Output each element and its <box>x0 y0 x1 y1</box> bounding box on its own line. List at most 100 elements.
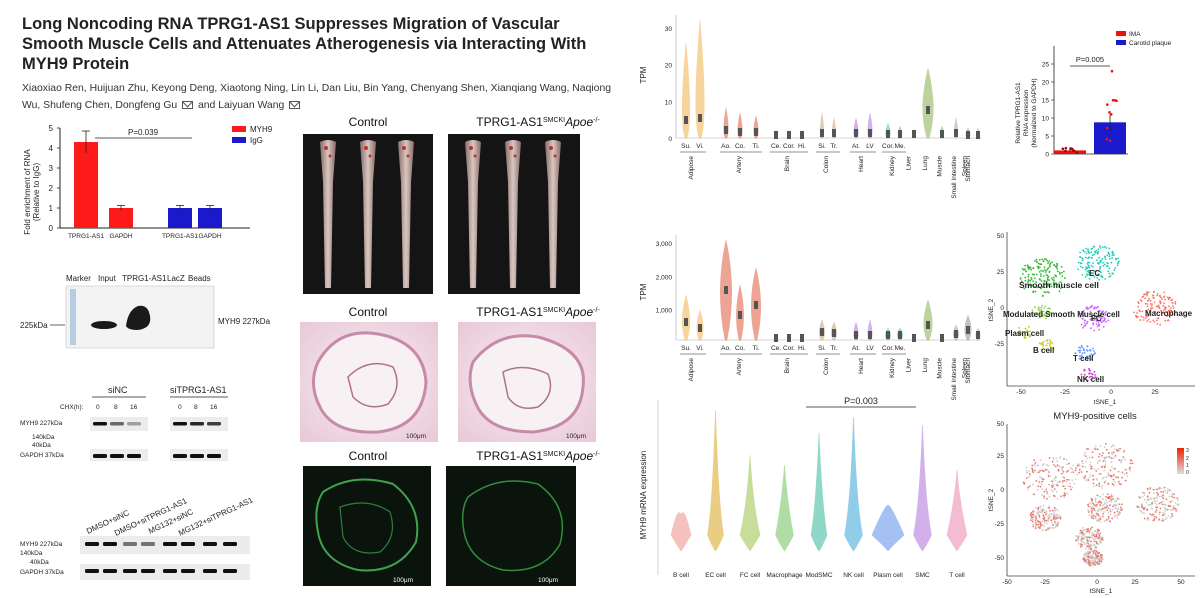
tsne2-cell-point <box>1040 511 1043 514</box>
tsne1-cell-point <box>1038 342 1041 345</box>
tsne1-cell-point <box>1098 328 1101 331</box>
tsne2-cell-point <box>1154 502 1156 505</box>
tsne2-cell-point <box>1051 486 1054 489</box>
tsne1-cell-point <box>1101 310 1103 313</box>
tsne2-cell-point <box>1086 470 1088 473</box>
email-icon[interactable] <box>289 101 301 110</box>
tsne2-cell-point <box>1064 492 1067 494</box>
tsne2-cell-point <box>1027 486 1029 489</box>
tsne2-cell-point <box>1098 540 1101 543</box>
caption-control-3: Control <box>349 449 388 463</box>
g2-box <box>898 331 902 339</box>
tsne1-cell-point <box>1087 250 1090 252</box>
tsne2-cell-point <box>1152 488 1155 491</box>
tsne1-cell-point <box>1038 286 1041 289</box>
tsne1-cell-point <box>1040 269 1043 272</box>
tsne2-cell-point <box>1091 554 1093 557</box>
tsne2-cell-point <box>1039 459 1042 461</box>
tsne1-cell-point <box>1090 264 1093 267</box>
lane-marker: Marker <box>66 274 91 283</box>
tsne1-cell-point <box>1152 319 1155 322</box>
tsne1-cell-point <box>1089 327 1092 330</box>
tsne2-cell-point <box>1043 463 1045 465</box>
tsne1-cell-point <box>1027 325 1030 328</box>
tsne2-cell-point <box>1107 474 1110 477</box>
tsne2-cell-point <box>1089 505 1092 508</box>
tsne1-cell-point <box>1104 258 1107 261</box>
email-icon[interactable] <box>182 101 194 110</box>
rip-ytick-label: 4 <box>49 144 54 153</box>
tsne1-cell-point <box>1033 286 1036 288</box>
tsne1-cell-point <box>1088 256 1091 259</box>
tsne2-cell-point <box>1100 541 1102 543</box>
tsne1-cell-point <box>1049 283 1052 285</box>
tsne2-cell-point <box>1090 559 1093 562</box>
caption-control-1: Control <box>349 115 388 129</box>
tsne1-cell-point <box>1046 278 1049 281</box>
tsne2-cell-point <box>1102 493 1105 496</box>
g1-box <box>832 129 836 137</box>
tsne2-cell-point <box>1105 456 1108 458</box>
tsne2-cell-point <box>1054 521 1057 524</box>
tsne1-cell-point <box>1059 273 1061 275</box>
g1-sub-label: Ao. <box>721 143 731 150</box>
tsne-myh9: MYH9-positive cells tSNE_2 tSNE_1 -50 -25… <box>988 411 1195 595</box>
tsne1-cell-point <box>1088 355 1091 358</box>
g2-box <box>976 331 980 339</box>
tsne2-cell-point <box>1104 456 1107 459</box>
tsne2-cell-point <box>1170 516 1173 519</box>
tsne1-cell-point <box>1141 296 1144 299</box>
tsne1-cell-point <box>1020 332 1023 335</box>
g1-tissue-label: Liver <box>906 155 913 170</box>
chx-band-myh9 <box>110 422 124 426</box>
mg-band-gapdh <box>203 569 217 573</box>
tsne1-cell-point <box>1043 348 1046 351</box>
tsne1-cell-point <box>1104 255 1106 258</box>
g1-box <box>820 129 824 137</box>
tsne2-cell-point <box>1054 465 1057 468</box>
tsne1-cell-point <box>1027 273 1030 276</box>
tsne1-cell-point <box>1077 261 1080 264</box>
tsne1-cell-point <box>1098 324 1101 327</box>
tsne1-cell-point <box>1037 306 1040 308</box>
tsne2-cell-point <box>1088 514 1091 517</box>
tsne2-cell-point <box>1043 497 1046 500</box>
tsne1-cell-point <box>1033 273 1036 276</box>
tsne2-cell-point <box>1121 508 1124 511</box>
tsne1-cell-point <box>1146 303 1149 305</box>
tsne2-cell-point <box>1090 545 1093 547</box>
tsne1-cell-point <box>1096 325 1099 328</box>
tsne1-cell-point <box>1084 377 1087 380</box>
tsne2-cell-point <box>1063 479 1066 482</box>
tsne2-cell-point <box>1083 553 1085 556</box>
tsne2-cell-point <box>1080 537 1083 540</box>
tsne2-cell-point <box>1028 485 1031 488</box>
tsne2-cell-point <box>1079 529 1082 532</box>
aorta-specimen <box>545 140 561 288</box>
tsne2-cell-point <box>1121 476 1123 479</box>
tsne1-cell-point <box>1039 275 1042 278</box>
tsne2-cell-point <box>1144 506 1147 509</box>
tsne1-cell-point <box>1171 305 1174 307</box>
tsne2-cell-point <box>1097 460 1100 462</box>
tsne2-cell-point <box>1061 472 1063 475</box>
tsne1-cell-point <box>1112 252 1114 255</box>
tsne1-cell-point <box>1160 311 1163 314</box>
tsne2-cell-point <box>1105 442 1107 445</box>
tsne1-cell-point <box>1090 353 1093 356</box>
tsne2-cell-point <box>1043 494 1046 497</box>
tsne1-cell-point <box>1095 323 1098 326</box>
tsne1-cell-point <box>1040 280 1043 282</box>
tsne2-cell-point <box>1052 527 1055 529</box>
tsne1-cell-point <box>1055 282 1057 285</box>
chx-band-gapdh <box>110 454 124 458</box>
tsne2-cell-point <box>1162 494 1165 497</box>
tsne1-cell-point <box>1035 258 1038 261</box>
tsne2-cell-point <box>1047 473 1050 476</box>
tsne2-cell-point <box>1097 561 1100 564</box>
tsne1-cell-point <box>1064 277 1066 280</box>
tsne2-cell-point <box>1104 465 1106 468</box>
tsne2-cell-point <box>1088 529 1091 532</box>
tsne2-cell-point <box>1100 509 1103 512</box>
tsne1-cell-point <box>1098 278 1100 281</box>
